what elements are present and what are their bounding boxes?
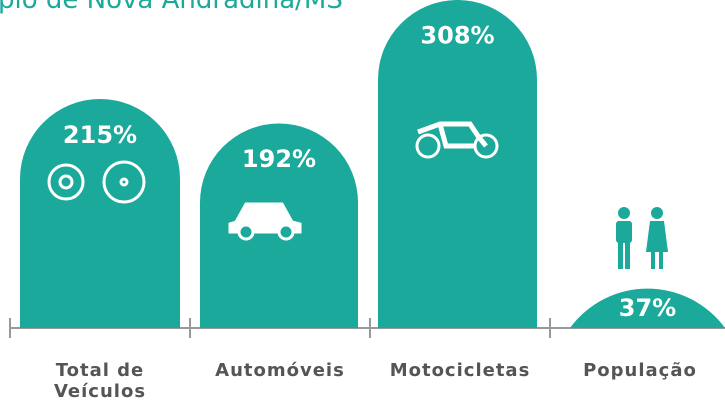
icons [47,121,499,241]
category-label: População [583,360,697,381]
category-label: Automóveis [215,360,345,381]
separators [9,318,551,338]
category-label: Motocicletas [389,360,531,381]
bar [378,0,537,328]
value-label: 308% [420,22,494,50]
value-label: 215% [63,121,137,149]
people-icon [616,207,668,269]
bar [570,288,725,328]
category-label: Total de Veículos [53,360,147,402]
value-label: 192% [242,145,316,173]
chart-title: pio de Nova Andradina/MS [0,0,343,15]
value-label: 37% [619,294,676,322]
bar [20,99,180,329]
